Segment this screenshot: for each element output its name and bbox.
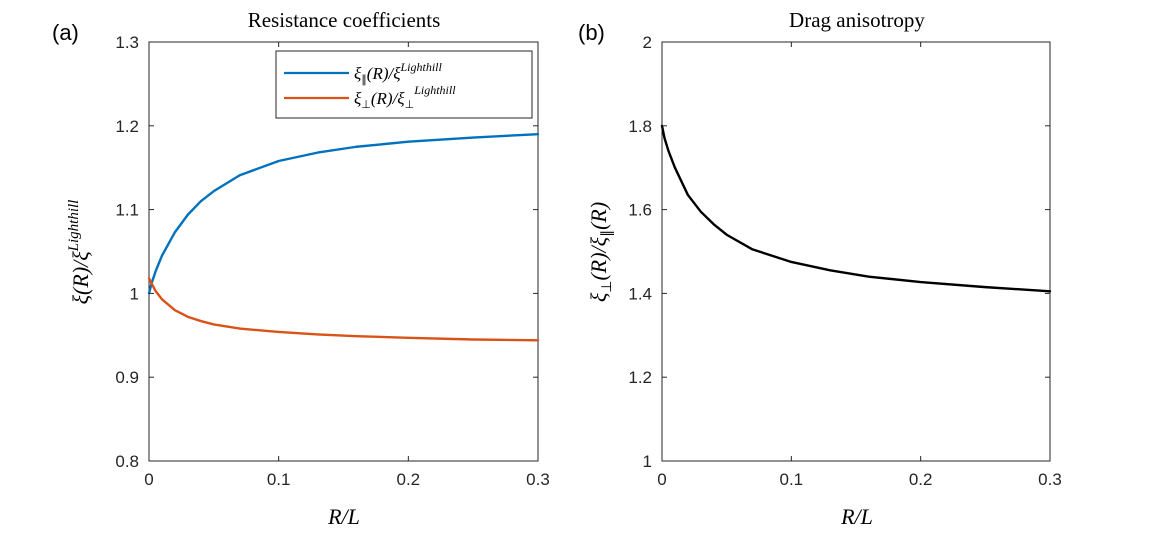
panel-b-y-ticks: 1 1.2 1.4 1.6 1.8 2 bbox=[628, 33, 1050, 471]
y-tick-label: 1.2 bbox=[115, 117, 139, 136]
panel-b-plot-area bbox=[660, 41, 1052, 462]
x-tick-label: 0.2 bbox=[397, 470, 421, 489]
x-tick-label: 0 bbox=[144, 470, 153, 489]
panel-a-plot-area bbox=[147, 41, 540, 462]
panel-a-legend: ξ∥(R)/ξLighthill ξ⊥(R)/ξ⊥Lighthill bbox=[275, 50, 533, 119]
series-line-0 bbox=[660, 124, 1052, 293]
y-tick-label: 1.6 bbox=[628, 201, 652, 220]
x-tick-label: 0.3 bbox=[1038, 470, 1062, 489]
y-tick-label: 0.8 bbox=[115, 452, 139, 471]
panel-b-y-label: ξ⊥(R)/ξ∥(R) bbox=[586, 202, 615, 302]
y-tick-label: 1 bbox=[130, 284, 139, 303]
legend-box bbox=[275, 50, 533, 119]
panel-a-x-label: R/L bbox=[327, 504, 360, 529]
panel-a-y-ticks: 0.8 0.9 1 1.1 1.2 1.3 bbox=[115, 33, 538, 471]
y-tick-label: 1.3 bbox=[115, 33, 139, 52]
panel-b-x-label: R/L bbox=[840, 504, 873, 529]
x-tick-label: 0.1 bbox=[780, 470, 804, 489]
axes-box bbox=[661, 41, 1051, 462]
panel-a-x-ticks: 0 0.1 0.2 0.3 bbox=[144, 42, 550, 489]
axes-box bbox=[148, 41, 539, 462]
x-tick-label: 0 bbox=[657, 470, 666, 489]
y-tick-label: 1.4 bbox=[628, 284, 652, 303]
series-line-0 bbox=[147, 132, 540, 295]
panel-a-title: Resistance coefficients bbox=[248, 8, 441, 32]
x-tick-label: 0.2 bbox=[909, 470, 933, 489]
y-tick-label: 1.8 bbox=[628, 117, 652, 136]
y-tick-label: 0.9 bbox=[115, 368, 139, 387]
y-tick-label: 1.1 bbox=[115, 201, 139, 220]
x-tick-label: 0.1 bbox=[267, 470, 291, 489]
series-line-1 bbox=[147, 277, 540, 342]
panel-b-x-ticks: 0 0.1 0.2 0.3 bbox=[657, 42, 1062, 489]
panel-b: (b) Drag anisotropy 0 0.1 0.2 0.3 1 1.2 1.4 1.… bbox=[578, 8, 1062, 529]
y-tick-label: 2 bbox=[643, 33, 652, 52]
panel-a: (a) Resistance coefficients 0 0.1 0.2 0.3 0… bbox=[52, 8, 550, 529]
y-tick-label: 1 bbox=[643, 452, 652, 471]
y-tick-label: 1.2 bbox=[628, 368, 652, 387]
panel-b-label: (b) bbox=[578, 20, 605, 45]
x-tick-label: 0.3 bbox=[526, 470, 550, 489]
panel-b-title: Drag anisotropy bbox=[789, 8, 925, 32]
panel-a-y-label: ξ(R)/ξLighthill bbox=[66, 200, 93, 305]
panel-a-label: (a) bbox=[52, 20, 79, 45]
